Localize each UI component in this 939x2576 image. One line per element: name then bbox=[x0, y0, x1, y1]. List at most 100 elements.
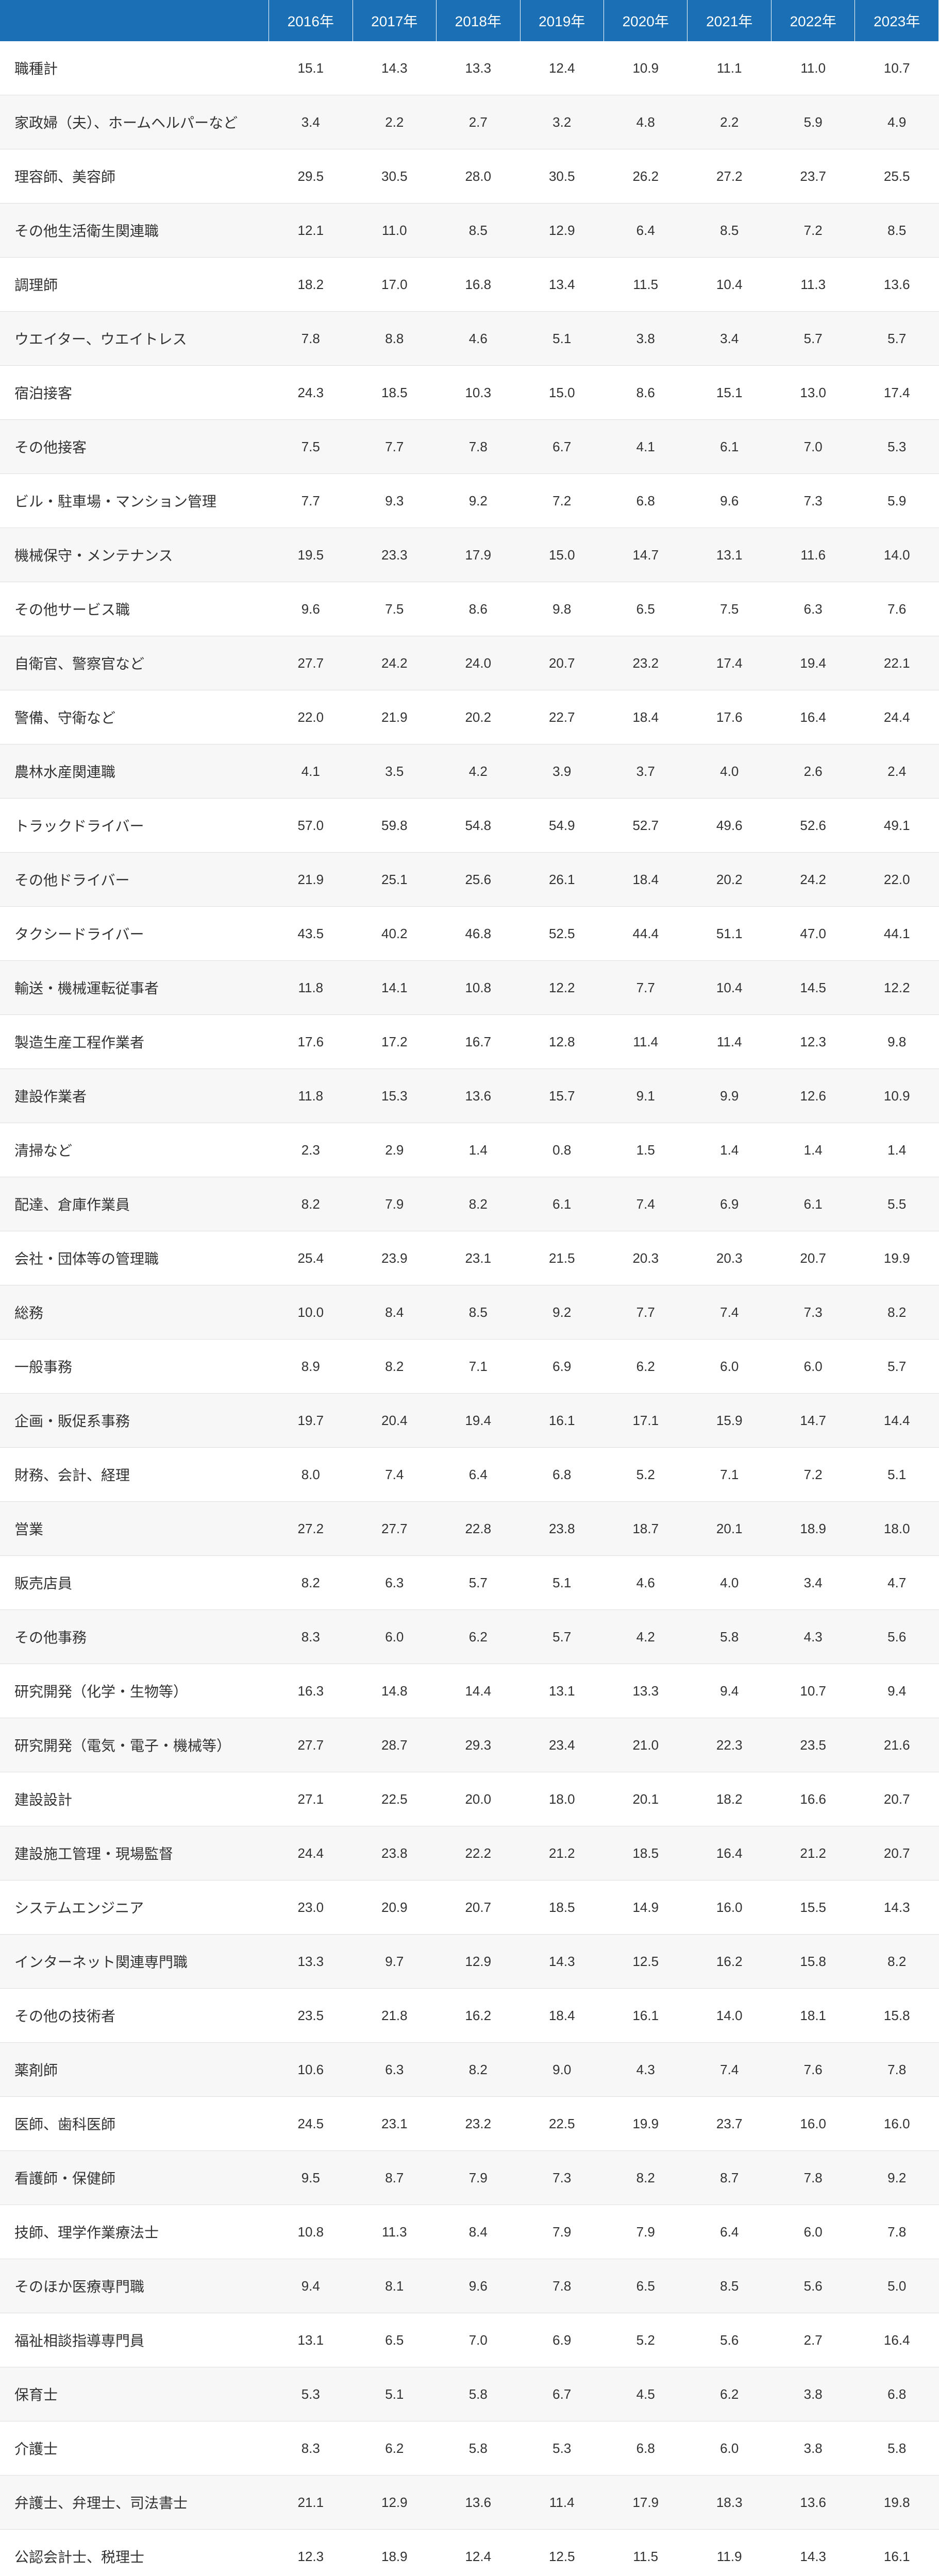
data-cell: 12.2 bbox=[520, 961, 603, 1015]
row-label: 建設設計 bbox=[0, 1772, 269, 1826]
data-cell: 52.5 bbox=[520, 907, 603, 961]
table-row: 営業27.227.722.823.818.720.118.918.0 bbox=[0, 1502, 939, 1556]
data-cell: 7.4 bbox=[688, 2043, 771, 2097]
data-cell: 20.7 bbox=[855, 1826, 939, 1880]
data-cell: 28.0 bbox=[437, 149, 520, 204]
header-year-col: 2023年 bbox=[855, 0, 939, 41]
data-cell: 8.2 bbox=[437, 2043, 520, 2097]
data-cell: 18.4 bbox=[520, 1989, 603, 2043]
row-label: 介護士 bbox=[0, 2421, 269, 2476]
data-cell: 8.2 bbox=[353, 1340, 436, 1394]
data-cell: 14.0 bbox=[855, 528, 939, 582]
data-cell: 15.8 bbox=[771, 1935, 854, 1989]
data-cell: 22.1 bbox=[855, 636, 939, 690]
data-cell: 17.9 bbox=[604, 2476, 688, 2530]
table-row: 輸送・機械運転従事者11.814.110.812.27.710.414.512.… bbox=[0, 961, 939, 1015]
data-cell: 17.6 bbox=[269, 1015, 353, 1069]
data-cell: 22.0 bbox=[269, 690, 353, 744]
data-cell: 23.0 bbox=[269, 1880, 353, 1935]
data-cell: 6.1 bbox=[771, 1177, 854, 1231]
data-cell: 8.2 bbox=[604, 2151, 688, 2205]
data-cell: 7.8 bbox=[771, 2151, 854, 2205]
data-cell: 2.7 bbox=[771, 2313, 854, 2367]
data-cell: 20.7 bbox=[855, 1772, 939, 1826]
data-cell: 18.9 bbox=[353, 2530, 436, 2576]
data-cell: 6.9 bbox=[688, 1177, 771, 1231]
data-cell: 7.3 bbox=[771, 1285, 854, 1340]
data-cell: 20.7 bbox=[771, 1231, 854, 1285]
table-row: 製造生産工程作業者17.617.216.712.811.411.412.39.8 bbox=[0, 1015, 939, 1069]
data-cell: 10.7 bbox=[771, 1664, 854, 1718]
data-cell: 2.3 bbox=[269, 1123, 353, 1177]
row-label: その他の技術者 bbox=[0, 1989, 269, 2043]
data-cell: 2.9 bbox=[353, 1123, 436, 1177]
data-cell: 16.6 bbox=[771, 1772, 854, 1826]
data-cell: 25.6 bbox=[437, 853, 520, 907]
data-cell: 18.2 bbox=[688, 1772, 771, 1826]
data-cell: 18.3 bbox=[688, 2476, 771, 2530]
table-row: 財務、会計、経理8.07.46.46.85.27.17.25.1 bbox=[0, 1448, 939, 1502]
data-cell: 10.9 bbox=[855, 1069, 939, 1123]
data-cell: 5.8 bbox=[855, 2421, 939, 2476]
table-row: 販売店員8.26.35.75.14.64.03.44.7 bbox=[0, 1556, 939, 1610]
data-cell: 9.2 bbox=[437, 474, 520, 528]
data-cell: 21.2 bbox=[771, 1826, 854, 1880]
data-cell: 16.8 bbox=[437, 258, 520, 312]
data-cell: 9.6 bbox=[437, 2259, 520, 2313]
data-cell: 9.6 bbox=[688, 474, 771, 528]
data-cell: 30.5 bbox=[353, 149, 436, 204]
data-cell: 7.6 bbox=[855, 582, 939, 636]
data-cell: 18.7 bbox=[604, 1502, 688, 1556]
data-cell: 24.3 bbox=[269, 366, 353, 420]
data-cell: 10.7 bbox=[855, 41, 939, 95]
data-cell: 7.8 bbox=[437, 420, 520, 474]
data-cell: 8.6 bbox=[604, 366, 688, 420]
data-cell: 7.6 bbox=[771, 2043, 854, 2097]
data-cell: 9.6 bbox=[269, 582, 353, 636]
data-cell: 8.3 bbox=[269, 2421, 353, 2476]
data-cell: 8.4 bbox=[437, 2205, 520, 2259]
header-label-col bbox=[0, 0, 269, 41]
data-cell: 19.4 bbox=[437, 1394, 520, 1448]
table-header-row: 2016年2017年2018年2019年2020年2021年2022年2023年 bbox=[0, 0, 939, 41]
data-cell: 8.2 bbox=[855, 1285, 939, 1340]
data-cell: 7.9 bbox=[437, 2151, 520, 2205]
data-cell: 21.2 bbox=[520, 1826, 603, 1880]
data-cell: 8.2 bbox=[437, 1177, 520, 1231]
data-cell: 19.4 bbox=[771, 636, 854, 690]
data-cell: 2.2 bbox=[353, 95, 436, 149]
row-label: 自衛官、警察官など bbox=[0, 636, 269, 690]
row-label: 医師、歯科医師 bbox=[0, 2097, 269, 2151]
data-cell: 16.7 bbox=[437, 1015, 520, 1069]
row-label: 機械保守・メンテナンス bbox=[0, 528, 269, 582]
data-cell: 13.0 bbox=[771, 366, 854, 420]
data-cell: 12.9 bbox=[520, 204, 603, 258]
data-cell: 15.1 bbox=[269, 41, 353, 95]
data-cell: 19.7 bbox=[269, 1394, 353, 1448]
data-cell: 21.0 bbox=[604, 1718, 688, 1772]
data-cell: 30.5 bbox=[520, 149, 603, 204]
data-cell: 9.2 bbox=[520, 1285, 603, 1340]
data-cell: 20.7 bbox=[437, 1880, 520, 1935]
data-cell: 10.3 bbox=[437, 366, 520, 420]
table-row: 公認会計士、税理士12.318.912.412.511.511.914.316.… bbox=[0, 2530, 939, 2576]
header-year-col: 2017年 bbox=[353, 0, 436, 41]
table-row: 会社・団体等の管理職25.423.923.121.520.320.320.719… bbox=[0, 1231, 939, 1285]
data-cell: 7.9 bbox=[604, 2205, 688, 2259]
data-cell: 7.7 bbox=[353, 420, 436, 474]
data-cell: 6.9 bbox=[520, 2313, 603, 2367]
row-label: その他生活衛生関連職 bbox=[0, 204, 269, 258]
data-cell: 7.3 bbox=[771, 474, 854, 528]
row-label: 研究開発（化学・生物等） bbox=[0, 1664, 269, 1718]
data-cell: 11.1 bbox=[688, 41, 771, 95]
row-label: 建設施工管理・現場監督 bbox=[0, 1826, 269, 1880]
table-row: 薬剤師10.66.38.29.04.37.47.67.8 bbox=[0, 2043, 939, 2097]
data-cell: 11.5 bbox=[604, 2530, 688, 2576]
data-cell: 9.8 bbox=[855, 1015, 939, 1069]
data-cell: 8.5 bbox=[855, 204, 939, 258]
data-cell: 17.6 bbox=[688, 690, 771, 744]
data-cell: 5.7 bbox=[771, 312, 854, 366]
data-cell: 23.9 bbox=[353, 1231, 436, 1285]
data-cell: 18.4 bbox=[604, 853, 688, 907]
data-cell: 6.4 bbox=[688, 2205, 771, 2259]
